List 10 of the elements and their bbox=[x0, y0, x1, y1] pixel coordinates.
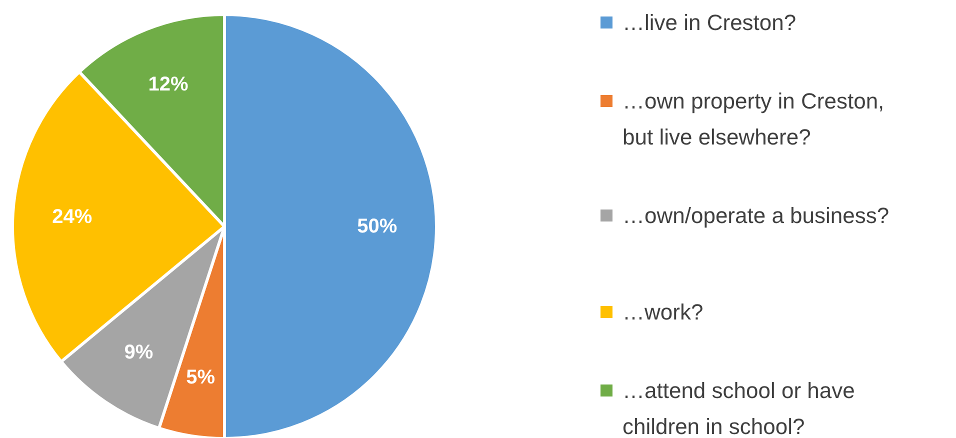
data-label: 9% bbox=[124, 342, 154, 364]
legend-label: …own/operate a business? bbox=[622, 203, 890, 228]
legend-label: …own property in Creston, but live elsewhere? bbox=[622, 88, 884, 150]
legend-label: …attend school or have children in school? bbox=[622, 378, 855, 438]
legend-label: …work? bbox=[622, 300, 704, 324]
data-label: 24% bbox=[52, 206, 92, 228]
data-label: 12% bbox=[148, 74, 189, 96]
data-label: 50% bbox=[357, 216, 398, 238]
legend-label: …live in Creston? bbox=[622, 10, 796, 35]
data-label: 5% bbox=[186, 366, 216, 388]
